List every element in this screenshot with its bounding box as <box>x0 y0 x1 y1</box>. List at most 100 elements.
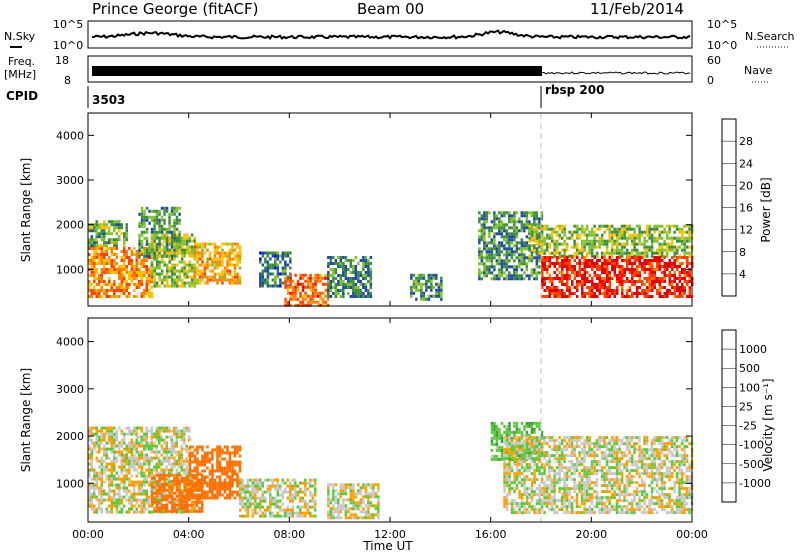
power-cell-r11 <box>671 274 674 277</box>
power-cell-r7 <box>342 289 345 292</box>
velocity-cell-r3 <box>289 481 292 485</box>
velocity-cell-r2 <box>208 490 212 494</box>
power-cell-r10 <box>538 245 541 249</box>
power-cell-r2 <box>155 230 159 234</box>
power-cell-r0 <box>115 289 118 292</box>
power-cell-r9 <box>500 271 504 275</box>
power-cell-r9 <box>538 226 541 230</box>
power-cell-r11 <box>663 286 666 289</box>
velocity-cell-r3 <box>269 505 272 509</box>
velocity-cell-r3 <box>241 505 244 509</box>
power-cell-r9 <box>525 235 529 239</box>
power-cell-r7 <box>342 256 345 259</box>
velocity-cell-r2 <box>198 481 202 485</box>
velocity-cell-r4 <box>342 504 345 508</box>
velocity-cell-r3 <box>284 481 287 485</box>
velocity-cell-r5 <box>493 421 496 425</box>
power-cell-r10 <box>535 227 539 231</box>
velocity-cell-r4 <box>354 513 358 517</box>
velocity-cell-r0 <box>175 453 178 457</box>
velocity-cell-r0 <box>180 438 183 442</box>
power-cell-r10 <box>538 224 541 228</box>
power-cell-r11 <box>548 292 551 295</box>
power-cell-r3 <box>175 242 179 246</box>
velocity-cell-r0 <box>143 444 146 448</box>
power-cell-r0 <box>140 295 143 298</box>
power-cell-r6 <box>294 288 297 292</box>
velocity-cell-r0 <box>130 504 133 508</box>
power-cell-r11 <box>626 277 629 280</box>
power-cell-r10 <box>675 251 679 255</box>
velocity-cell-r0 <box>103 432 106 436</box>
power-cell-r2 <box>138 239 141 243</box>
power-cell-r0 <box>123 262 126 265</box>
power-cell-r8 <box>437 282 441 286</box>
power-cell-r1 <box>95 223 98 227</box>
power-cell-r0 <box>100 250 103 253</box>
velocity-cell-r0 <box>175 450 178 454</box>
velocity-cell-r1 <box>175 494 179 498</box>
power-cell-r4 <box>211 257 214 261</box>
power-cell-r10 <box>678 239 681 243</box>
power-cell-r7 <box>354 265 358 268</box>
power-cell-r4 <box>236 245 239 249</box>
power-cell-r3 <box>165 275 169 279</box>
power-cell-r10 <box>530 230 534 234</box>
power-cell-r11 <box>621 286 624 289</box>
power-cell-r5 <box>266 266 270 270</box>
velocity-cell-r0 <box>98 504 101 508</box>
velocity-cell-r0 <box>110 477 113 481</box>
velocity-cell-r1 <box>170 491 174 495</box>
velocity-cell-r3 <box>244 505 247 509</box>
velocity-cell-r4 <box>377 516 380 520</box>
velocity-cell-r2 <box>231 490 234 494</box>
power-cell-r10 <box>590 251 594 255</box>
power-cell-r11 <box>598 277 601 280</box>
date-title: 11/Feb/2014 <box>590 0 684 18</box>
velocity-cell-r0 <box>135 441 138 445</box>
power-cell-r4 <box>196 245 199 249</box>
velocity-cell-r0 <box>98 477 101 481</box>
power-cell-r11 <box>573 292 576 295</box>
power-cell-r11 <box>648 280 651 283</box>
power-cell-r11 <box>668 271 671 274</box>
velocity-cell-r0 <box>105 450 108 454</box>
power-cell-r9 <box>478 256 481 260</box>
power-cell-r3 <box>153 239 156 243</box>
power-cell-r10 <box>545 227 549 231</box>
velocity-cell-r0 <box>125 510 128 514</box>
power-cell-r10 <box>555 230 559 234</box>
velocity-cell-r1 <box>163 482 166 486</box>
velocity-cell-r1 <box>168 500 171 504</box>
velocity-cell-r0 <box>125 498 128 502</box>
power-cell-r8 <box>437 288 441 292</box>
velocity-cell-r2 <box>206 484 209 488</box>
power-cell-r11 <box>578 271 581 274</box>
velocity-cell-r0 <box>103 471 106 475</box>
power-cell-r9 <box>490 277 494 281</box>
velocity-cell-r3 <box>314 493 317 497</box>
velocity-cell-r0 <box>178 432 181 436</box>
power-cell-r9 <box>505 274 509 278</box>
velocity-cell-r0 <box>110 462 113 466</box>
velocity-cell-r2 <box>193 469 197 473</box>
power-cell-r11 <box>686 274 689 277</box>
velocity-cell-r0 <box>110 501 113 505</box>
velocity-cell-r4 <box>359 510 363 514</box>
power-cell-r8 <box>415 285 418 289</box>
power-cell-r2 <box>145 251 149 255</box>
power-colorbar-label: Power [dB] <box>759 177 773 242</box>
velocity-cell-r2 <box>193 475 197 479</box>
power-cell-r10 <box>535 230 539 234</box>
power-cell-r11 <box>661 259 664 262</box>
velocity-cell-r3 <box>269 502 272 506</box>
power-cell-r4 <box>193 245 197 249</box>
velocity-cell-r5 <box>500 457 504 461</box>
velocity-cell-r3 <box>281 490 284 494</box>
velocity-cell-r4 <box>354 501 358 505</box>
power-cell-r4 <box>233 263 237 267</box>
velocity-cell-r5 <box>528 451 531 455</box>
power-cell-r10 <box>673 224 676 228</box>
power-cell-r10 <box>665 245 669 249</box>
velocity-cell-r1 <box>190 503 194 507</box>
